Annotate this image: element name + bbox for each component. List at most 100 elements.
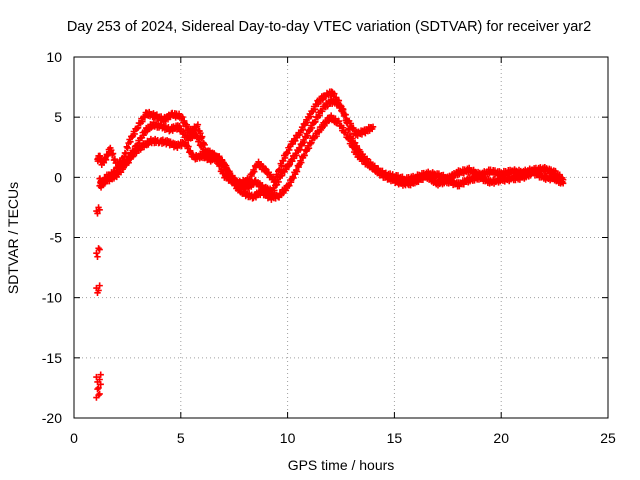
x-axis-label: GPS time / hours [288, 457, 395, 473]
data-point [95, 287, 102, 294]
data-point [275, 178, 282, 186]
data-point [307, 113, 314, 120]
data-point [248, 172, 255, 180]
axis-ticks: 0 5 10 15 20 25 -20 -15 -10 -5 0 5 10 [42, 49, 616, 446]
data-point [96, 246, 103, 253]
data-point [93, 249, 100, 257]
data-point [341, 111, 349, 118]
data-point [195, 136, 203, 143]
data-point [109, 150, 117, 157]
data-point [197, 141, 205, 149]
data-point [230, 176, 237, 183]
data-point [93, 373, 100, 381]
data-point [95, 384, 102, 392]
data-point [97, 381, 104, 388]
data-point [282, 187, 290, 194]
data-point [343, 119, 350, 126]
x-tick-label: 0 [70, 430, 78, 446]
data-point [97, 371, 104, 378]
data-point [304, 119, 311, 126]
x-tick-label: 5 [177, 430, 185, 446]
series-lower-track [96, 112, 567, 203]
data-point [308, 124, 316, 132]
x-tick-label: 25 [600, 430, 616, 446]
data-point [145, 141, 152, 148]
data-point [316, 112, 323, 119]
data-point [131, 130, 138, 138]
data-point [94, 385, 101, 393]
y-tick-label: -15 [42, 350, 62, 366]
y-axis-label: SDTVAR / TECUs [5, 182, 21, 294]
data-point [216, 153, 223, 160]
data-point [308, 139, 315, 146]
data-point [319, 108, 326, 115]
data-point [94, 210, 101, 217]
data-point [304, 132, 311, 140]
data-point [95, 245, 102, 252]
y-tick-label: -20 [42, 410, 62, 426]
data-point [315, 100, 322, 108]
data-point [179, 113, 186, 121]
data-point [293, 152, 300, 159]
data-point [301, 138, 308, 146]
data-point [298, 159, 305, 166]
data-point [290, 174, 297, 182]
data-point [305, 145, 313, 152]
y-tick-label: -10 [42, 290, 62, 306]
data-point [127, 138, 134, 146]
data-point [197, 129, 204, 137]
data-point [307, 140, 314, 147]
data-point [347, 138, 355, 145]
data-point [301, 152, 308, 159]
data-point [96, 390, 103, 398]
data-point [281, 154, 289, 162]
data-point [125, 159, 132, 166]
data-point [296, 146, 304, 154]
data-point [123, 143, 130, 151]
y-tick-label: 5 [54, 109, 62, 125]
data-point [183, 121, 190, 129]
data-point [251, 168, 258, 175]
data-point [559, 180, 567, 187]
data-point [94, 253, 101, 260]
data-point [337, 102, 344, 109]
data-point [185, 143, 192, 150]
data-point [102, 156, 110, 163]
data-point [367, 161, 374, 169]
data-point [299, 126, 307, 133]
data-point [286, 161, 293, 168]
data-point [339, 106, 347, 114]
data-point [312, 118, 319, 125]
y-tick-label: 10 [46, 49, 62, 65]
data-point [339, 105, 346, 112]
data-point [293, 168, 301, 175]
y-tick-label: 0 [54, 169, 62, 185]
data-point [262, 165, 269, 172]
data-point [278, 172, 286, 179]
data-point [96, 206, 103, 214]
data-point [321, 122, 328, 130]
data-point [108, 146, 115, 154]
data-point [139, 118, 146, 125]
data-point [335, 117, 343, 125]
data-point [96, 376, 103, 383]
x-tick-label: 10 [280, 430, 296, 446]
data-point [350, 143, 357, 150]
data-point [124, 144, 131, 152]
series-early-outliers [93, 204, 104, 401]
data-point [226, 168, 233, 175]
data-point [166, 113, 173, 121]
chart-title: Day 253 of 2024, Sidereal Day-to-day VTE… [67, 19, 591, 35]
data-point [369, 123, 377, 130]
data-point [180, 128, 187, 136]
data-point [286, 182, 293, 189]
data-point [331, 90, 338, 97]
x-tick-label: 20 [493, 430, 509, 446]
data-point [278, 162, 285, 169]
data-point [286, 146, 293, 154]
data-point [311, 105, 319, 113]
data-point [340, 112, 348, 120]
data-point [283, 166, 290, 173]
data-point [96, 282, 103, 289]
